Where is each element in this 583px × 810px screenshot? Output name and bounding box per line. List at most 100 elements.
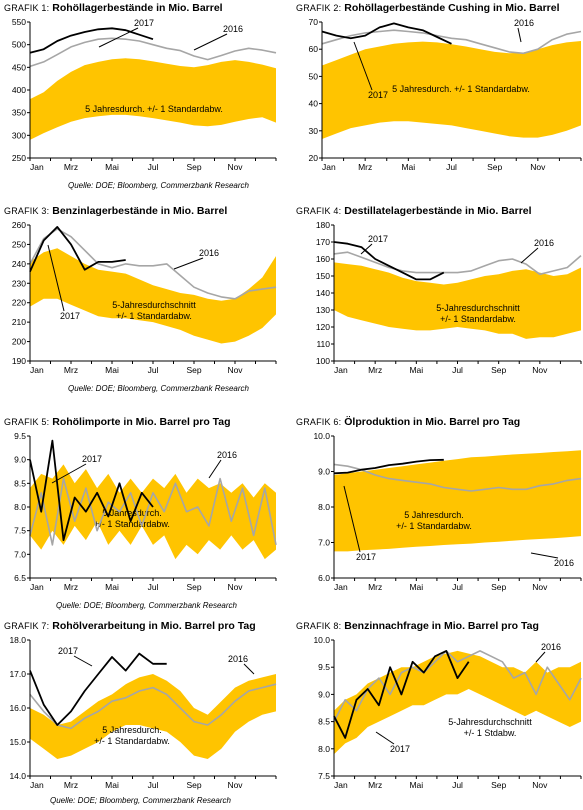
y-tick-label: 160 <box>316 254 330 264</box>
series-line-2017 <box>29 226 126 272</box>
x-tick-label: Mrz <box>64 582 78 592</box>
chart-panel-2: GRAFIK 2: Rohöllagerbestände Cushing in … <box>296 2 582 192</box>
y-tick-label: 8.0 <box>318 502 330 512</box>
chart-title: GRAFIK 5: Rohölimporte in Mio. Barrel pr… <box>4 416 231 428</box>
band-label: 5 Jahresdurch. +/- 1 Standardabw. <box>392 84 530 94</box>
source-note: Quelle: DOE; Bloomberg, Commerzbank Rese… <box>56 601 237 610</box>
band-area <box>30 248 276 344</box>
x-tick-label: Mai <box>105 780 119 790</box>
x-tick-label: Sep <box>491 780 506 790</box>
x-tick-label: Sep <box>186 780 201 790</box>
series-line-2017 <box>29 652 167 726</box>
x-tick-label: Mrz <box>368 780 382 790</box>
chart-title: GRAFIK 7: Rohölverarbeitung in Mio. Barr… <box>4 620 256 632</box>
x-tick-label: Nov <box>530 162 546 172</box>
y-tick-label: 180 <box>316 220 330 230</box>
chart-canvas: 5 Jahresdurch. +/- 1 Standardabw. 14.0 15.0… <box>9 635 277 790</box>
y-tick-label: 50 <box>309 71 319 81</box>
x-tick-label: Mai <box>409 582 423 592</box>
y-tick-label: 250 <box>12 153 26 163</box>
annotation-arrow <box>51 463 87 484</box>
series-line-2017 <box>29 27 154 54</box>
y-tick-label: 130 <box>316 305 330 315</box>
x-tick-label: Jul <box>452 780 463 790</box>
y-tick-label: 10.0 <box>313 431 330 441</box>
x-tick-label: Jul <box>148 365 159 375</box>
annotation-2017: 2017 <box>368 90 388 100</box>
annotation-2017: 2017 <box>60 311 80 321</box>
annotation-arrow <box>173 257 204 270</box>
x-tick-label: Mai <box>409 780 423 790</box>
annotation-arrow <box>208 459 222 479</box>
x-tick-label: Mrz <box>368 582 382 592</box>
chart-title: GRAFIK 8: Benzinnachfrage in Mio. Barrel… <box>296 620 539 632</box>
chart-title: GRAFIK 4: Destillatelagerbestände in Mio… <box>296 205 532 217</box>
x-tick-label: Mai <box>105 582 119 592</box>
x-tick-label: Nov <box>227 162 243 172</box>
y-tick-label: 110 <box>316 339 330 349</box>
annotation-2017: 2017 <box>368 234 388 244</box>
x-tick-label: Jan <box>30 780 44 790</box>
y-tick-label: 15.0 <box>9 737 26 747</box>
series-line-2017 <box>333 650 470 739</box>
band-area <box>30 58 276 140</box>
annotation-arrow <box>343 485 361 553</box>
chart-canvas: 5 Jahresdurch. +/- 1 Standardabw. 20 30 40 5… <box>309 17 582 172</box>
band-label-line: 5-Jahresdurchschnitt <box>448 717 532 727</box>
annotation-arrow <box>360 243 373 255</box>
band-label-line: 5-Jahresdurchschnitt <box>112 300 196 310</box>
annotation-2017: 2017 <box>82 454 102 464</box>
x-tick-label: Sep <box>186 582 201 592</box>
y-tick-label: 9.0 <box>318 689 330 699</box>
series-line-2016 <box>333 650 582 722</box>
band-label-line: +/- 1 Standardabw. <box>440 314 516 324</box>
band-area <box>30 464 276 560</box>
series-line-2016 <box>321 29 582 55</box>
band-label-line: +/- 1 Standardabw. <box>396 521 472 531</box>
chart-panel-8: GRAFIK 8: Benzinnachfrage in Mio. Barrel… <box>296 620 582 810</box>
annotation-2017: 2017 <box>390 744 410 754</box>
x-tick-label: Mrz <box>64 162 78 172</box>
y-tick-label: 450 <box>12 62 26 72</box>
y-tick-label: 9.5 <box>318 662 330 672</box>
y-tick-label: 9.0 <box>14 455 26 465</box>
y-tick-label: 120 <box>316 322 330 332</box>
series-line-2017 <box>333 241 445 281</box>
y-tick-label: 6.5 <box>14 573 26 583</box>
x-tick-label: Jan <box>30 365 44 375</box>
x-tick-label: Nov <box>532 780 548 790</box>
band-area <box>334 262 581 339</box>
annotation-2016: 2016 <box>199 248 219 258</box>
band-area <box>30 674 276 759</box>
x-tick-label: Jul <box>446 162 457 172</box>
y-tick-label: 7.0 <box>14 549 26 559</box>
annotation-arrow <box>517 27 522 43</box>
y-tick-label: 200 <box>12 337 26 347</box>
series-line-2017 <box>29 439 154 541</box>
y-tick-label: 14.0 <box>9 771 26 781</box>
x-tick-label: Jan <box>30 582 44 592</box>
annotation-arrow <box>243 663 255 675</box>
y-tick-label: 150 <box>316 271 330 281</box>
annotation-2016: 2016 <box>223 24 243 34</box>
annotation-2016: 2016 <box>554 558 574 568</box>
y-tick-label: 8.0 <box>14 502 26 512</box>
y-tick-label: 40 <box>309 99 319 109</box>
y-tick-label: 9.5 <box>14 431 26 441</box>
x-tick-label: Mrz <box>64 365 78 375</box>
x-tick-label: Jul <box>452 365 463 375</box>
y-tick-label: 30 <box>309 126 319 136</box>
band-label-line: +/- 1 Standardabw. <box>116 311 192 321</box>
y-tick-label: 400 <box>12 85 26 95</box>
band-label-line: 5 Jahresdurch. <box>404 510 464 520</box>
y-tick-label: 250 <box>12 239 26 249</box>
series-line-2016 <box>333 251 582 276</box>
band-label-line: 5-Jahresdurchschnitt <box>436 303 520 313</box>
y-tick-label: 210 <box>12 317 26 327</box>
x-tick-label: Nov <box>227 365 243 375</box>
x-tick-label: Sep <box>487 162 502 172</box>
annotation-2016: 2016 <box>228 654 248 664</box>
x-tick-label: Mrz <box>368 365 382 375</box>
x-tick-label: Nov <box>532 365 548 375</box>
band-label-line: +/- 1 Standardabw. <box>94 736 170 746</box>
